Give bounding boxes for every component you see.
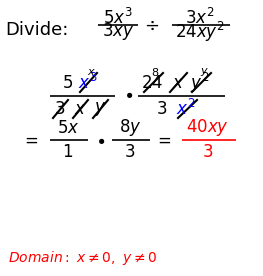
Text: $3$: $3$ — [124, 143, 136, 161]
Text: $y$: $y$ — [94, 100, 106, 118]
Text: $\bullet$: $\bullet$ — [95, 131, 105, 149]
Text: $3$: $3$ — [54, 100, 66, 118]
Text: $5x^3$: $5x^3$ — [103, 8, 133, 28]
Text: $x$: $x$ — [74, 100, 86, 118]
Text: $=$: $=$ — [154, 131, 172, 149]
Text: $3$: $3$ — [202, 143, 214, 161]
Text: $40xy$: $40xy$ — [186, 118, 230, 139]
Text: $8y$: $8y$ — [119, 118, 141, 139]
Text: $5x$: $5x$ — [57, 119, 79, 137]
Text: $3xy$: $3xy$ — [102, 22, 134, 43]
Text: $1$: $1$ — [62, 143, 74, 161]
Text: $24xy^2$: $24xy^2$ — [175, 20, 225, 44]
Text: $24$: $24$ — [141, 74, 163, 92]
Text: $=$: $=$ — [21, 131, 39, 149]
Text: $5$: $5$ — [62, 74, 74, 92]
Text: $y$: $y$ — [200, 66, 209, 78]
Text: $\div$: $\div$ — [144, 16, 160, 34]
Text: $3$: $3$ — [156, 100, 168, 118]
Text: $x^3$: $x^3$ — [78, 73, 98, 93]
Text: $x$: $x$ — [172, 74, 184, 92]
Text: $x^2$: $x^2$ — [176, 99, 196, 119]
Text: $y^2$: $y^2$ — [190, 71, 210, 95]
Text: $\mathit{Domain:}\ x \neq 0,\ y \neq 0$: $\mathit{Domain:}\ x \neq 0,\ y \neq 0$ — [8, 249, 157, 267]
Text: $3x^2$: $3x^2$ — [185, 8, 215, 28]
Text: $8$: $8$ — [151, 66, 159, 78]
Text: $\bullet$: $\bullet$ — [123, 85, 133, 103]
Text: $x$: $x$ — [87, 67, 95, 77]
Text: Divide:: Divide: — [5, 21, 68, 39]
